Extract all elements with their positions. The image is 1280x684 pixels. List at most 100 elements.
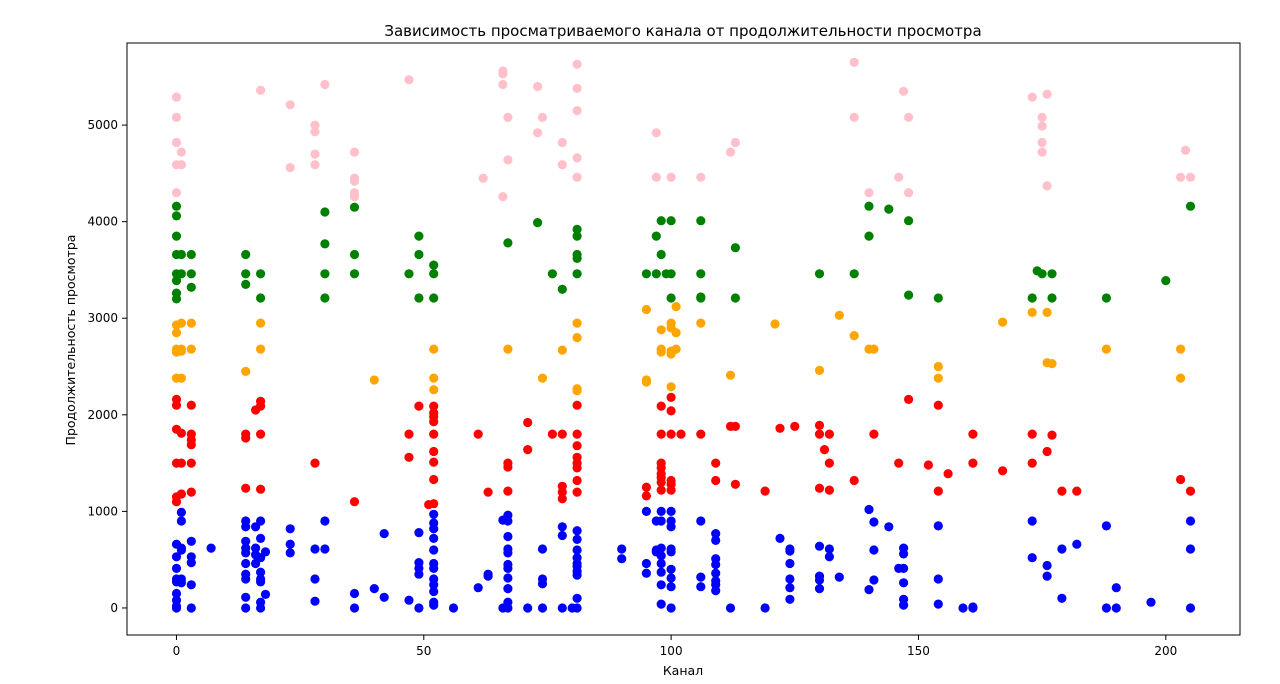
data-point <box>523 417 533 428</box>
data-point <box>429 533 439 544</box>
data-point <box>171 603 182 613</box>
data-point <box>186 249 196 260</box>
data-point <box>1027 516 1037 526</box>
data-point <box>285 539 295 549</box>
data-point <box>285 100 295 110</box>
data-point <box>572 603 582 613</box>
data-point <box>241 603 251 613</box>
data-point <box>572 475 582 486</box>
data-point <box>864 504 874 515</box>
data-point <box>256 597 266 607</box>
data-point <box>483 571 493 581</box>
data-point <box>968 429 978 439</box>
data-point <box>1042 560 1052 571</box>
data-point <box>310 458 320 468</box>
data-point <box>864 231 874 241</box>
data-point <box>537 112 548 122</box>
data-point <box>864 585 874 595</box>
data-point <box>785 546 795 556</box>
data-point <box>1176 474 1186 485</box>
data-point <box>696 216 706 226</box>
data-point <box>285 524 295 534</box>
data-point <box>814 365 825 375</box>
data-point <box>1047 359 1057 369</box>
data-point <box>176 346 186 356</box>
data-point <box>1047 430 1057 440</box>
data-point <box>904 216 914 226</box>
data-point <box>171 563 182 574</box>
data-point <box>537 544 548 554</box>
data-point <box>523 445 533 455</box>
data-point <box>186 558 196 568</box>
data-point <box>671 302 681 312</box>
data-point <box>320 516 330 526</box>
data-point <box>1185 603 1196 613</box>
data-point <box>483 487 493 497</box>
data-point <box>1111 603 1121 613</box>
data-point <box>711 559 721 570</box>
data-point <box>711 535 721 546</box>
data-point <box>572 570 582 580</box>
data-point <box>666 573 676 583</box>
data-point <box>656 516 666 526</box>
data-point <box>320 79 330 90</box>
data-point <box>785 574 795 584</box>
data-point <box>696 429 706 439</box>
data-point <box>884 204 894 214</box>
data-point <box>1101 344 1111 354</box>
data-point <box>730 137 741 148</box>
data-point <box>1027 293 1037 303</box>
data-point <box>814 420 825 430</box>
data-point <box>968 602 978 612</box>
data-point <box>666 216 676 226</box>
data-point <box>572 386 582 396</box>
data-point <box>572 106 582 116</box>
data-point <box>1185 486 1196 496</box>
data-point <box>869 575 879 585</box>
data-point <box>557 522 567 532</box>
data-point <box>1027 429 1037 439</box>
data-point <box>775 533 785 544</box>
data-point <box>1042 181 1052 191</box>
data-point <box>503 603 513 613</box>
data-point <box>241 522 251 532</box>
data-point <box>256 567 266 577</box>
data-point <box>790 421 800 431</box>
data-point <box>404 595 414 605</box>
data-point <box>899 86 909 96</box>
data-point <box>641 506 652 516</box>
data-point <box>834 572 844 582</box>
data-point <box>656 558 666 569</box>
data-point <box>320 239 330 249</box>
data-point <box>572 333 582 343</box>
data-point <box>320 207 330 217</box>
data-point <box>770 319 780 329</box>
data-point <box>206 543 216 553</box>
data-point <box>349 192 360 202</box>
data-point <box>656 485 666 495</box>
data-point <box>933 521 943 531</box>
data-point <box>869 344 879 354</box>
data-point <box>186 269 196 279</box>
data-point <box>899 549 909 559</box>
data-point <box>666 293 676 303</box>
data-point <box>641 491 652 501</box>
data-point <box>572 534 582 545</box>
data-point <box>814 269 825 279</box>
data-point <box>256 85 266 95</box>
data-point <box>666 564 676 574</box>
data-point <box>666 547 676 557</box>
data-point <box>666 506 676 516</box>
data-point <box>547 269 558 279</box>
data-point <box>429 457 439 467</box>
data-point <box>656 543 666 553</box>
data-point <box>666 582 676 592</box>
data-point <box>711 458 721 468</box>
data-point <box>730 293 741 303</box>
data-point <box>656 599 666 609</box>
data-point <box>904 394 914 404</box>
data-point <box>429 509 439 519</box>
data-point <box>310 544 320 554</box>
data-point <box>186 440 196 450</box>
data-point <box>814 429 825 439</box>
